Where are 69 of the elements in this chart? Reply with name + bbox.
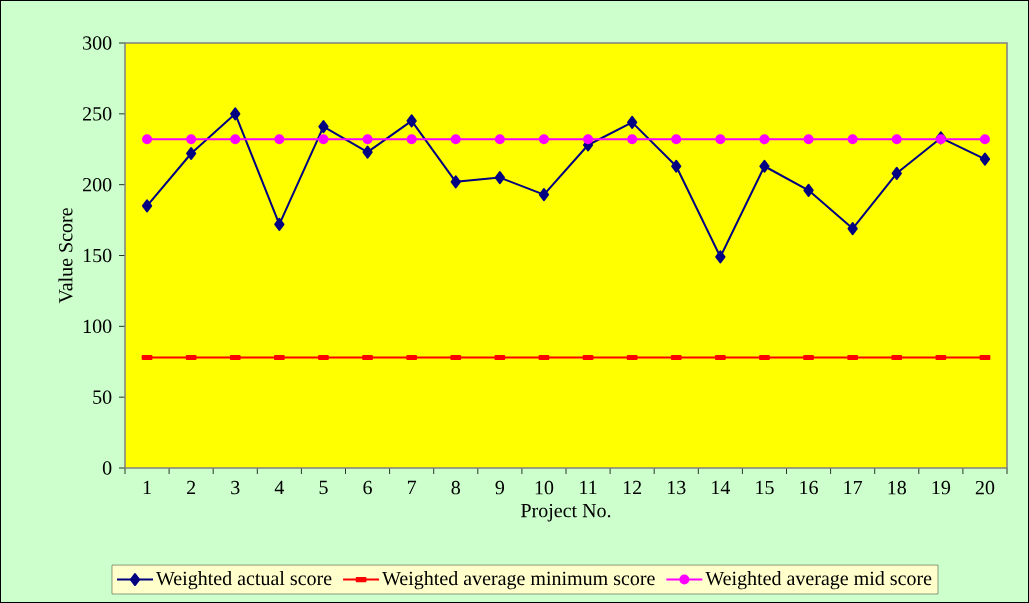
x-tick-label: 17	[844, 480, 863, 495]
point	[406, 134, 417, 145]
point	[803, 134, 814, 145]
point	[186, 134, 197, 145]
point	[274, 134, 285, 145]
x-tick-label: 7	[407, 480, 417, 494]
x-tick-label: 20	[975, 480, 995, 495]
point	[891, 134, 902, 145]
legend-label: Weighted average minimum score	[382, 571, 655, 590]
y-tick-label: 50	[93, 390, 112, 404]
point	[274, 217, 285, 231]
point	[230, 134, 241, 145]
legend-label: Weighted average mid score	[705, 571, 932, 590]
point	[891, 166, 902, 180]
point	[142, 134, 153, 145]
point	[186, 147, 197, 160]
point	[847, 134, 858, 145]
point	[627, 134, 638, 145]
y-tick-label: 200	[83, 177, 112, 192]
point	[715, 250, 726, 264]
point	[538, 134, 549, 145]
point	[979, 152, 991, 166]
point	[494, 134, 505, 145]
point	[318, 120, 329, 134]
point	[847, 222, 858, 236]
point	[318, 134, 329, 145]
x-tick-label: 2	[187, 480, 196, 495]
x-tick-label: 4	[274, 480, 285, 495]
x-axis-title: Project No.	[521, 503, 611, 522]
x-tick-label: 3	[231, 480, 240, 495]
x-tick-label: 16	[800, 480, 818, 495]
point	[627, 115, 638, 129]
x-tick-label: 9	[495, 480, 505, 495]
x-tick-label: 14	[712, 480, 731, 495]
point	[671, 159, 682, 173]
x-tick-label: 12	[623, 480, 642, 495]
point	[671, 134, 682, 145]
x-tick-label: 13	[668, 480, 686, 495]
x-tick-label: 18	[888, 480, 906, 495]
x-tick-label: 5	[319, 480, 328, 495]
point	[803, 183, 814, 197]
point	[450, 134, 461, 145]
point	[715, 134, 726, 145]
x-tick-label: 8	[451, 480, 460, 495]
legend-label: Weighted actual score	[156, 571, 332, 590]
x-tick-label: 15	[756, 480, 774, 495]
y-tick-label: 100	[83, 319, 112, 334]
point	[362, 145, 373, 159]
x-tick-label: 19	[932, 480, 951, 495]
y-tick-label: 0	[102, 461, 112, 475]
point	[979, 134, 990, 145]
point	[230, 107, 241, 121]
point	[362, 134, 373, 145]
point	[538, 188, 550, 202]
point	[583, 134, 594, 145]
x-tick-label: 10	[535, 480, 554, 495]
x-tick-label: 11	[580, 480, 597, 495]
point	[759, 159, 770, 173]
y-axis-title: Value Score	[58, 208, 73, 304]
point	[406, 114, 417, 128]
x-tick-label: 6	[363, 480, 372, 495]
y-tick-label: 250	[83, 107, 112, 121]
point	[494, 171, 505, 185]
point	[450, 175, 461, 189]
y-tick-label: 300	[83, 36, 112, 50]
point	[759, 134, 770, 145]
point	[141, 199, 153, 213]
x-tick-label: 1	[143, 480, 151, 495]
y-tick-label: 150	[83, 248, 112, 263]
